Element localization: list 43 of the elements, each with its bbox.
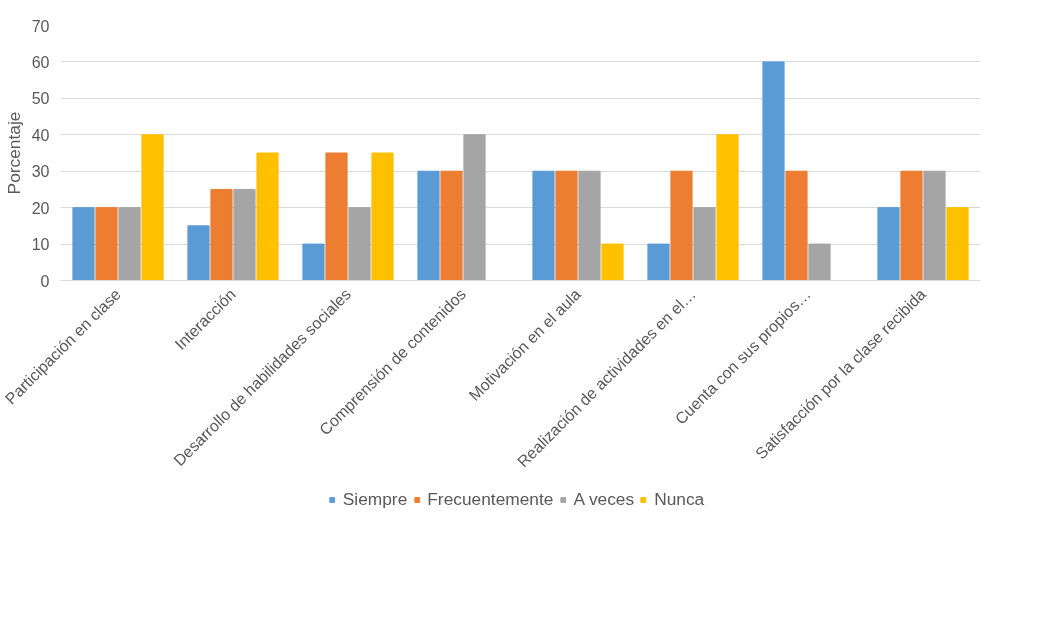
bar [900,170,923,281]
y-axis-title: Porcentaje [3,111,24,195]
bar [417,170,440,281]
bar [371,152,394,281]
y-tick-label: 10 [31,236,50,254]
bar [72,207,95,281]
bar [785,170,808,281]
y-tick-label: 30 [31,163,50,181]
bar [233,188,256,281]
legend-label: Frecuentemente [427,488,554,510]
bar [302,243,325,281]
bar [95,207,118,281]
bar [693,207,716,281]
bar [647,243,670,281]
bar [601,243,624,281]
bar [532,170,555,281]
legend-label: A veces [573,488,635,510]
bar [210,188,233,281]
bar [555,170,578,281]
bar [946,207,969,281]
bar [877,207,900,281]
bar [348,207,371,281]
bar [440,170,463,281]
y-tick-label: 60 [31,53,50,71]
legend-label: Nunca [654,488,705,510]
bar [187,225,210,281]
bar [578,170,601,281]
bar [808,243,831,281]
bar [463,134,486,281]
y-tick-label: 0 [40,272,50,290]
bar [256,152,279,281]
y-tick-label: 50 [31,90,50,108]
legend-label: Siempre [342,488,408,510]
bar [670,170,693,281]
bar [118,207,141,281]
bar [762,61,785,281]
bar [923,170,946,281]
y-tick-label: 70 [31,17,50,35]
y-tick-label: 40 [31,126,50,144]
y-tick-label: 20 [31,199,50,217]
bar [716,134,739,281]
bar [141,134,164,281]
bar [325,152,348,281]
